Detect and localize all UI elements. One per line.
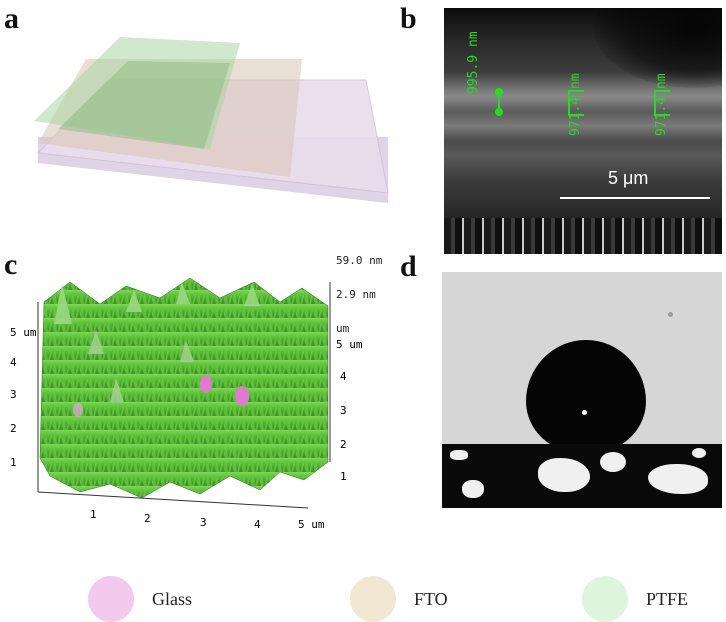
afm-right-tick-2: 2 bbox=[340, 438, 347, 451]
scale-bar-label: 5 μm bbox=[608, 168, 649, 188]
afm-left-tick-1: 1 bbox=[10, 456, 17, 469]
scale-bar bbox=[560, 197, 710, 199]
substrate-reflection bbox=[462, 480, 484, 498]
legend-item-glass: Glass bbox=[88, 576, 192, 622]
ptfe-layer-inner bbox=[58, 61, 230, 149]
thickness-marker-1 bbox=[498, 90, 500, 112]
afm-peak-pink bbox=[73, 403, 83, 417]
legend-label-glass: Glass bbox=[152, 588, 192, 609]
dust-speck bbox=[668, 312, 673, 317]
afm-peak bbox=[126, 290, 142, 312]
substrate-reflection bbox=[692, 448, 706, 458]
thickness-marker-3 bbox=[654, 90, 670, 116]
afm-peak bbox=[88, 330, 104, 354]
thickness-label-1: 995.9 nm bbox=[466, 31, 481, 94]
droplet-highlight bbox=[582, 410, 587, 415]
afm-left-tick-5: 5 um bbox=[10, 326, 37, 339]
afm-bottom-tick-2: 2 bbox=[144, 512, 151, 525]
legend-swatch-glass bbox=[88, 576, 134, 622]
afm-right-tick-4: 4 bbox=[340, 370, 347, 383]
afm-peak bbox=[54, 284, 72, 324]
afm-peak-pink bbox=[235, 386, 249, 406]
afm-bottom-tick-1: 1 bbox=[90, 508, 97, 521]
panel-b-label: b bbox=[400, 2, 417, 35]
afm-topography bbox=[37, 277, 331, 509]
panel-d-label: d bbox=[400, 250, 417, 283]
legend-swatch-fto bbox=[350, 576, 396, 622]
thickness-dot-1a bbox=[495, 88, 503, 96]
substrate-reflection bbox=[648, 464, 708, 494]
afm-axis-bottom bbox=[37, 491, 309, 509]
afm-z-unit-label: um bbox=[336, 322, 350, 335]
panel-a-label: a bbox=[4, 2, 19, 35]
substrate-reflection bbox=[450, 450, 468, 460]
droplet bbox=[526, 340, 646, 454]
afm-right-tick-3: 3 bbox=[340, 404, 347, 417]
legend-label-fto: FTO bbox=[414, 588, 448, 609]
legend-item-ptfe: PTFE bbox=[582, 576, 688, 622]
afm-bottom-tick-3: 3 bbox=[200, 516, 207, 529]
afm-left-tick-2: 2 bbox=[10, 422, 17, 435]
legend-item-fto: FTO bbox=[350, 576, 448, 622]
afm-right-tick-5: 5 um bbox=[336, 338, 363, 351]
afm-surface bbox=[39, 277, 329, 499]
panel-c-label: c bbox=[4, 248, 18, 281]
contact-angle-image bbox=[442, 272, 722, 508]
legend-swatch-ptfe bbox=[582, 576, 628, 622]
afm-left-tick-4: 4 bbox=[10, 356, 17, 369]
thickness-marker-2 bbox=[568, 90, 584, 116]
substrate-reflection bbox=[600, 452, 626, 472]
afm-peak bbox=[244, 284, 260, 306]
afm-peak bbox=[176, 282, 190, 304]
layer-stack-schematic bbox=[34, 37, 389, 203]
substrate-reflection bbox=[538, 458, 590, 492]
afm-peak-pink bbox=[200, 375, 212, 393]
afm-right-tick-1: 1 bbox=[340, 470, 347, 483]
afm-bottom-tick-4: 4 bbox=[254, 518, 261, 531]
afm-peak bbox=[110, 378, 124, 402]
afm-z-top-label: 59.0 nm bbox=[336, 254, 383, 267]
substrate bbox=[442, 444, 722, 508]
legend-label-ptfe: PTFE bbox=[646, 588, 689, 609]
afm-left-tick-3: 3 bbox=[10, 388, 17, 401]
sem-image: 995.9 nm 971.4 nm 971.4 nm 5 μm bbox=[444, 8, 722, 254]
afm-bottom-tick-5: 5 um bbox=[298, 518, 325, 531]
afm-peak bbox=[180, 340, 194, 362]
afm-z-mid-label: 2.9 nm bbox=[336, 288, 376, 301]
ptfe-layer bbox=[34, 37, 240, 149]
sem-bottom-texture bbox=[444, 218, 722, 254]
thickness-dot-1b bbox=[495, 108, 503, 116]
